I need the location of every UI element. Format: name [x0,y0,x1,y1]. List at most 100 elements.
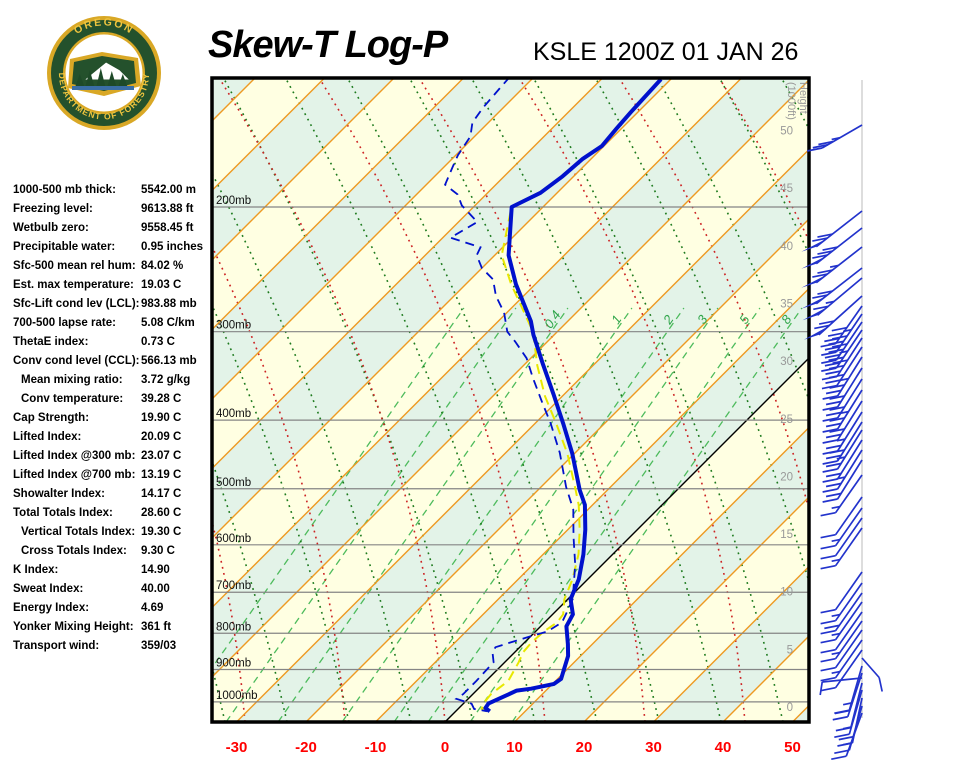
oregon-state-shape [68,52,141,96]
svg-text:400mb: 400mb [216,408,251,420]
index-value: 28.60 C [141,507,182,519]
index-value: 3.72 g/kg [141,374,191,386]
index-value: 14.17 C [141,488,182,500]
index-label: Lifted Index @700 mb: [13,469,136,481]
index-value: 39.28 C [141,393,182,405]
index-value: 9613.88 ft [141,203,194,215]
svg-text:1000mb: 1000mb [216,690,258,702]
plot-area: 0.4 1 2 3 5 8 [212,78,809,722]
svg-text:15: 15 [780,529,793,541]
svg-text:5: 5 [787,644,793,656]
svg-text:600mb: 600mb [216,533,251,545]
svg-text:25: 25 [780,414,793,426]
index-row: Conv cond level (CCL): 566.13 mb [13,352,218,371]
svg-text:40: 40 [780,241,793,253]
index-row: Cross Totals Index: 9.30 C [13,542,218,561]
index-row: Sfc-500 mean rel hum: 84.02 % [13,257,218,276]
index-value: 19.30 C [141,526,182,538]
svg-text:10: 10 [780,587,793,599]
index-row: Sfc-Lift cond lev (LCL): 983.88 mb [13,295,218,314]
index-row: Lifted Index: 20.09 C [13,428,218,447]
index-value: 566.13 mb [141,355,197,367]
pressure-labels: 200mb 300mb 400mb 500mb 600mb 700mb 800mb 900mb… [216,195,258,702]
index-value: 14.90 [141,564,170,576]
svg-text:45: 45 [780,183,793,195]
tree-icon [107,71,117,86]
svg-text:0: 0 [441,739,449,756]
svg-text:-20: -20 [295,739,317,756]
index-row: Energy Index: 4.69 [13,599,218,618]
index-row: Total Totals Index: 28.60 C [13,504,218,523]
wind-barbs [801,124,883,761]
index-label: Showalter Index: [13,488,106,500]
index-value: 5542.00 m [141,184,196,196]
index-value: 40.00 [141,583,170,595]
index-label: 700-500 lapse rate: [13,317,116,329]
index-label: K Index: [13,564,59,576]
index-label: Energy Index: [13,602,90,614]
wetbulb-trace [480,211,581,713]
tree-icon [118,74,128,86]
index-value: 5.08 C/km [141,317,195,329]
band-layer [212,78,809,722]
temperature-trace [483,78,663,713]
svg-text:30: 30 [645,739,662,756]
index-value: 0.73 C [141,336,175,348]
index-label: Lifted Index: [13,431,82,443]
index-label: ThetaE index: [13,336,89,348]
index-label: Sweat Index: [13,583,84,595]
svg-text:20: 20 [780,471,793,483]
svg-text:-30: -30 [226,739,248,756]
index-row: ThetaE index: 0.73 C [13,333,218,352]
index-value: 9.30 C [141,545,175,557]
tree-icon [85,70,95,86]
svg-text:800mb: 800mb [216,621,251,633]
index-row: K Index: 14.90 [13,561,218,580]
index-label: Lifted Index @300 mb: [13,450,136,462]
index-row: Mean mixing ratio: 3.72 g/kg [13,371,218,390]
index-row: Lifted Index @300 mb: 23.07 C [13,447,218,466]
index-value: 9558.45 ft [141,222,194,234]
index-label: Conv cond level (CCL): [13,355,140,367]
svg-text:50: 50 [784,739,801,756]
index-label: Vertical Totals Index: [21,526,136,538]
svg-text:500mb: 500mb [216,477,251,489]
index-label: Mean mixing ratio: [21,374,123,386]
tree-icon [96,68,106,86]
height-axis-title: Height(1000ft) [785,82,809,120]
index-label: Sfc-500 mean rel hum: [13,260,136,272]
index-value: 20.09 C [141,431,182,443]
index-row: 700-500 lapse rate: 5.08 C/km [13,314,218,333]
mixing-ratio-lines [212,307,803,722]
index-row: Lifted Index @700 mb: 13.19 C [13,466,218,485]
index-value: 19.90 C [141,412,182,424]
odf-logo-seal: OREGON DEPARTMENT OF FORESTRY [47,16,161,130]
index-label: Cap Strength: [13,412,90,424]
index-value: 84.02 % [141,260,184,272]
index-label: Est. max temperature: [13,279,134,291]
index-row: Vertical Totals Index: 19.30 C [13,523,218,542]
index-label: Cross Totals Index: [21,545,127,557]
indices-panel: 1000-500 mb thick: 5542.00 m Freezing leve… [13,181,218,656]
svg-text:20: 20 [576,739,593,756]
index-row: Est. max temperature: 19.03 C [13,276,218,295]
zero-isotherm [444,357,809,722]
index-row: Freezing level: 9613.88 ft [13,200,218,219]
chart-border [210,76,811,724]
index-value: 361 ft [141,621,172,633]
index-value: 4.69 [141,602,164,614]
index-row: Precipitable water: 0.95 inches [13,238,218,257]
height-scale: 0 5 10 15 20 25 30 35 40 45 50 Height(1000ft) [780,82,809,714]
index-value: 359/03 [141,640,177,652]
index-row: Transport wind: 359/03 [13,637,218,656]
index-label: Sfc-Lift cond lev (LCL): [13,298,140,310]
index-row: 1000-500 mb thick: 5542.00 m [13,181,218,200]
pressure-lines [212,206,809,703]
tree-icon [75,74,85,86]
index-label: Wetbulb zero: [13,222,89,234]
index-value: 983.88 mb [141,298,197,310]
svg-text:35: 35 [780,298,793,310]
index-label: Freezing level: [13,203,93,215]
index-label: Yonker Mixing Height: [13,621,134,633]
